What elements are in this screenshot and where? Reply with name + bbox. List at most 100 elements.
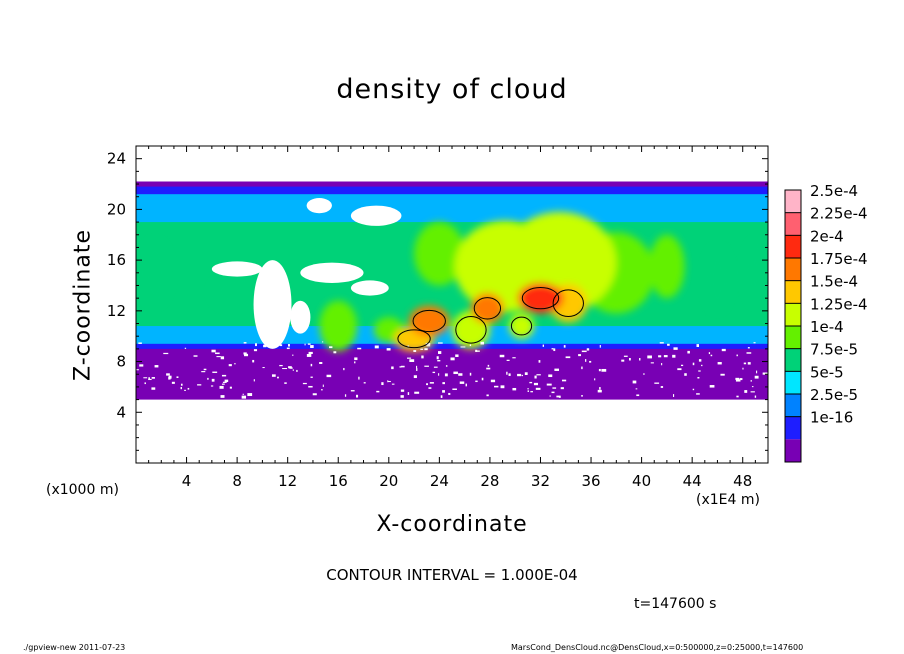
speckle (754, 375, 759, 379)
y-tick-label: 16 (107, 251, 126, 269)
speckle (399, 366, 402, 368)
speckle (553, 348, 556, 352)
speckle-noise (136, 341, 768, 399)
y-tick-label: 4 (116, 403, 126, 421)
cloud-region (409, 305, 450, 337)
speckle (421, 355, 424, 359)
speckle (203, 368, 207, 371)
speckle (747, 362, 751, 365)
speckle (469, 344, 472, 347)
speckle (639, 358, 641, 361)
colorbar-swatch (785, 235, 801, 258)
speckle (220, 356, 225, 360)
speckle (581, 366, 583, 370)
speckle (201, 371, 206, 373)
speckle (459, 381, 465, 384)
speckle (710, 354, 713, 357)
colorbar-swatch (785, 190, 801, 213)
speckle (736, 395, 739, 398)
y-axis-unit: (x1000 m) (46, 482, 119, 498)
speckle (585, 359, 587, 362)
speckle (521, 374, 523, 377)
speckle (527, 388, 529, 390)
speckle (416, 365, 418, 369)
speckle (424, 348, 428, 351)
speckle (139, 364, 144, 367)
speckle (148, 377, 150, 380)
speckle (221, 374, 227, 377)
speckle (594, 378, 596, 381)
speckle (354, 361, 356, 364)
speckle (222, 381, 227, 383)
speckle (407, 345, 410, 347)
speckle (586, 348, 590, 351)
speckle (460, 346, 466, 348)
speckle (750, 391, 755, 393)
speckle (601, 368, 607, 372)
speckle (386, 348, 391, 351)
colorbar-swatch (785, 212, 801, 236)
speckle (151, 377, 155, 379)
speckle (647, 355, 652, 359)
speckle (597, 389, 602, 393)
colorbar-label: 1.75e-4 (810, 250, 868, 268)
speckle (453, 371, 458, 375)
contour-line (455, 316, 487, 344)
speckle (400, 365, 405, 368)
speckle (709, 385, 715, 388)
colorbar: 2.5e-4 2.25e-4 2e-4 1.75e-4 1.5e-4 1.25e-4 1e-… (784, 182, 868, 463)
speckle (512, 387, 517, 391)
cloud-region (319, 300, 358, 352)
speckle (717, 362, 722, 365)
speckle (542, 344, 545, 347)
speckle (536, 374, 541, 376)
speckle (663, 355, 668, 358)
speckle (429, 382, 434, 384)
speckle (623, 355, 628, 357)
speckle (307, 343, 311, 345)
speckle (407, 357, 412, 359)
speckle (424, 365, 429, 367)
speckle (279, 344, 283, 347)
colorbar-label: 2.5e-4 (810, 182, 858, 200)
clear-region (211, 261, 263, 277)
y-axis-label: Z-coordinate (70, 229, 96, 381)
speckle (747, 347, 750, 349)
speckle (680, 364, 684, 367)
clear-region (290, 300, 311, 334)
speckle (277, 376, 279, 379)
speckle (643, 373, 645, 375)
speckle (486, 367, 491, 370)
x-axis-unit: (x1E4 m) (696, 492, 760, 508)
speckle (416, 368, 418, 371)
speckle (312, 393, 317, 396)
speckle (599, 387, 601, 390)
speckle (284, 382, 287, 384)
cloud-region (704, 247, 731, 311)
speckle (166, 373, 170, 376)
speckle (322, 341, 324, 343)
speckle (552, 387, 557, 389)
speckle (546, 383, 552, 386)
speckle (381, 382, 384, 386)
speckle (720, 373, 725, 376)
colorbar-label: 7.5e-5 (810, 341, 858, 359)
speckle (242, 393, 244, 395)
speckle (224, 379, 229, 383)
colorbar-swatch (785, 371, 801, 394)
speckle (581, 350, 587, 353)
speckle (673, 347, 678, 350)
colorbar-label: 2.5e-5 (810, 386, 858, 404)
colorbar-label: 1.25e-4 (810, 295, 868, 313)
speckle (252, 359, 255, 363)
speckle (440, 395, 443, 398)
speckle (244, 353, 249, 357)
speckle (696, 344, 700, 348)
y-tick-label: 8 (116, 353, 126, 371)
speckle (475, 350, 480, 352)
speckle (556, 395, 560, 398)
speckle (469, 372, 472, 376)
colorbar-label: 2e-4 (810, 227, 844, 245)
cloud-blobs (139, 211, 766, 352)
